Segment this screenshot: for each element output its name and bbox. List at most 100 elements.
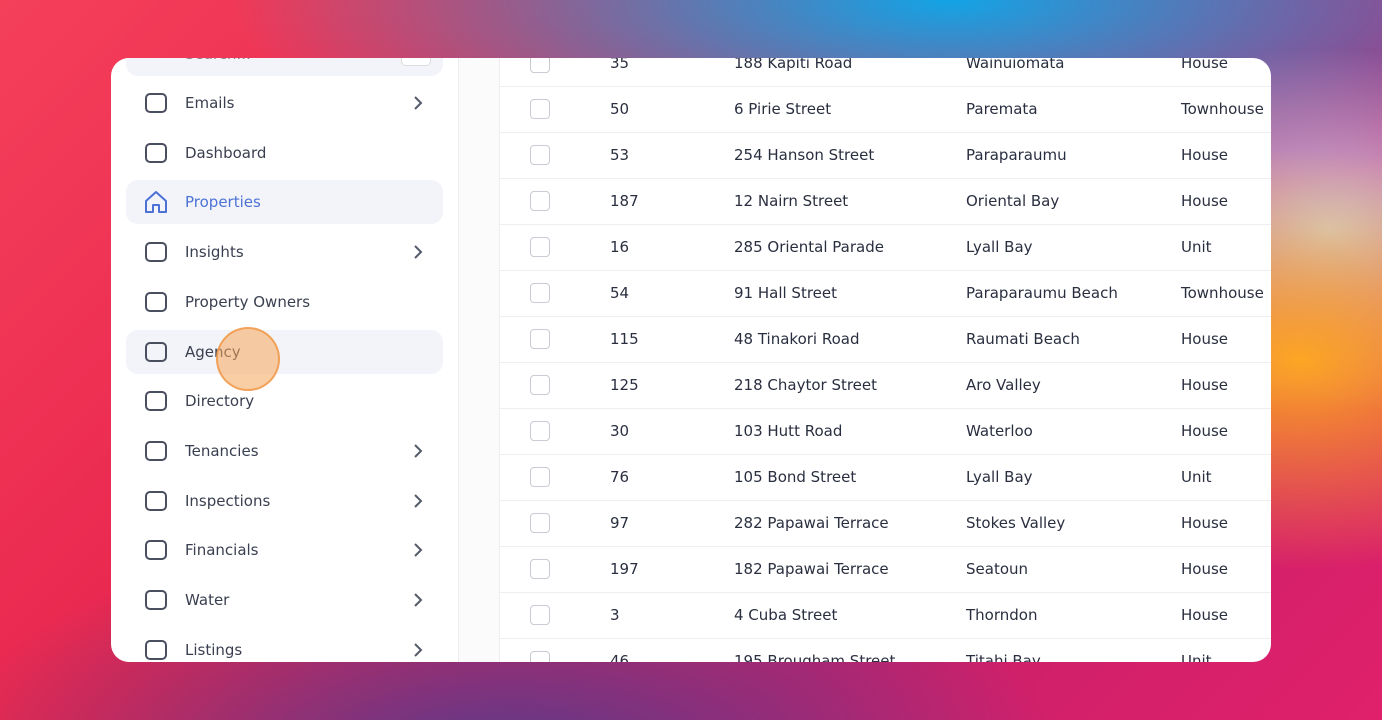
row-checkbox[interactable] [530,513,550,533]
property-type: Unit [1181,468,1212,486]
property-id: 187 [610,192,639,210]
property-id: 76 [610,468,630,486]
row-checkbox[interactable] [530,58,550,73]
suburb: Aro Valley [966,376,1041,394]
address: 6 Pirie Street [734,100,832,118]
table-row: 125 218 Chaytor Street Aro Valley House [500,362,1271,409]
table-row: 53 254 Hanson Street Paraparaumu House [500,132,1271,179]
sidebar: Search... Emails Dashboard Properties Insig… [111,58,459,662]
row-checkbox[interactable] [530,421,550,441]
nav-icon [145,142,167,163]
nav-icon [145,639,167,660]
property-type: House [1181,146,1229,164]
table-row: 76 105 Bond Street Lyall Bay Unit [500,454,1271,501]
row-checkbox[interactable] [530,651,550,662]
suburb: Lyall Bay [966,238,1033,256]
table-row: 35 188 Kapiti Road Wainuiomata House [500,58,1271,87]
nav-icon [145,93,167,113]
property-id: 54 [610,284,630,302]
nav-icon [145,341,167,362]
table-row: 97 282 Papawai Terrace Stokes Valley House [500,500,1271,547]
address: 282 Papawai Terrace [734,514,889,532]
property-type: House [1181,330,1229,348]
address: 103 Hutt Road [734,422,843,440]
row-checkbox[interactable] [530,605,550,625]
property-type: House [1181,606,1229,624]
nav-item[interactable]: Financials [126,528,443,572]
table-row: 3 4 Cuba Street Thorndon House [500,592,1271,639]
table-row: 115 48 Tinakori Road Raumati Beach House [500,316,1271,363]
nav-item[interactable]: Properties [126,180,443,225]
property-type: House [1181,560,1229,578]
property-id: 125 [610,376,639,394]
chevron [414,543,423,558]
row-checkbox[interactable] [530,237,550,257]
property-id: 46 [610,652,630,662]
nav-icon [145,242,167,263]
nav-icon [145,490,167,511]
table-row: 197 182 Papawai Terrace Seatoun House [500,546,1271,593]
chevron [414,96,423,110]
suburb: Paremata [966,100,1038,118]
row-checkbox[interactable] [530,145,550,165]
suburb: Oriental Bay [966,192,1060,210]
properties-table: 35 188 Kapiti Road Wainuiomata House 50 6 Pir… [500,58,1271,662]
nav-label: Directory [185,392,255,411]
property-type: House [1181,376,1229,394]
row-checkbox[interactable] [530,329,550,349]
row-checkbox[interactable] [530,375,550,395]
suburb: Wainuiomata [966,58,1065,72]
nav-item[interactable]: Inspections [126,479,443,523]
suburb: Paraparaumu Beach [966,284,1118,302]
address: 12 Nairn Street [734,192,849,210]
nav-label: Property Owners [185,292,311,311]
row-checkbox[interactable] [530,191,550,211]
table-row: 30 103 Hutt Road Waterloo House [500,408,1271,455]
property-type: House [1181,192,1229,210]
table-row: 16 285 Oriental Parade Lyall Bay Unit [500,224,1271,271]
nav-item[interactable]: Directory [126,379,443,423]
property-type: House [1181,514,1229,532]
row-checkbox[interactable] [530,467,550,487]
chevron [414,444,423,458]
chevron [414,642,423,657]
property-id: 197 [610,560,639,578]
nav-label: Financials [185,541,259,560]
app-window: Search... Emails Dashboard Properties Insig… [111,58,1271,662]
property-type: Unit [1181,238,1212,256]
nav-item[interactable]: Listings [126,628,443,662]
nav-item[interactable]: Insights [126,230,443,274]
address: 105 Bond Street [734,468,857,486]
address: 182 Papawai Terrace [734,560,889,578]
nav-icon [145,590,167,610]
suburb: Paraparaumu [966,146,1067,164]
property-id: 53 [610,146,630,164]
table-row: 46 195 Brougham Street Titahi Bay Unit [500,638,1271,662]
address: 285 Oriental Parade [734,238,884,256]
suburb: Stokes Valley [966,514,1066,532]
nav-icon [145,191,167,214]
property-id: 115 [610,330,639,348]
row-checkbox[interactable] [530,99,550,119]
property-type: House [1181,58,1229,72]
nav-item[interactable]: Emails [126,81,443,125]
nav-item[interactable]: Tenancies [126,429,443,473]
row-checkbox[interactable] [530,559,550,579]
nav-item[interactable]: Property Owners [126,280,443,324]
shortcut-key [401,58,431,66]
row-checkbox[interactable] [530,283,550,303]
nav-item[interactable]: Dashboard [126,131,443,175]
address: 218 Chaytor Street [734,376,878,394]
nav-label: Emails [185,94,235,112]
suburb: Seatoun [966,560,1029,578]
property-id: 97 [610,514,630,532]
search-box[interactable]: Search... [126,58,443,76]
click-cursor [216,327,280,391]
chevron [414,593,423,607]
nav-item[interactable]: Water [126,578,443,622]
nav-item[interactable]: Agency [126,329,443,374]
nav-icon [145,391,167,412]
table-row: 50 6 Pirie Street Paremata Townhouse [500,86,1271,133]
divider-panel [459,58,500,662]
